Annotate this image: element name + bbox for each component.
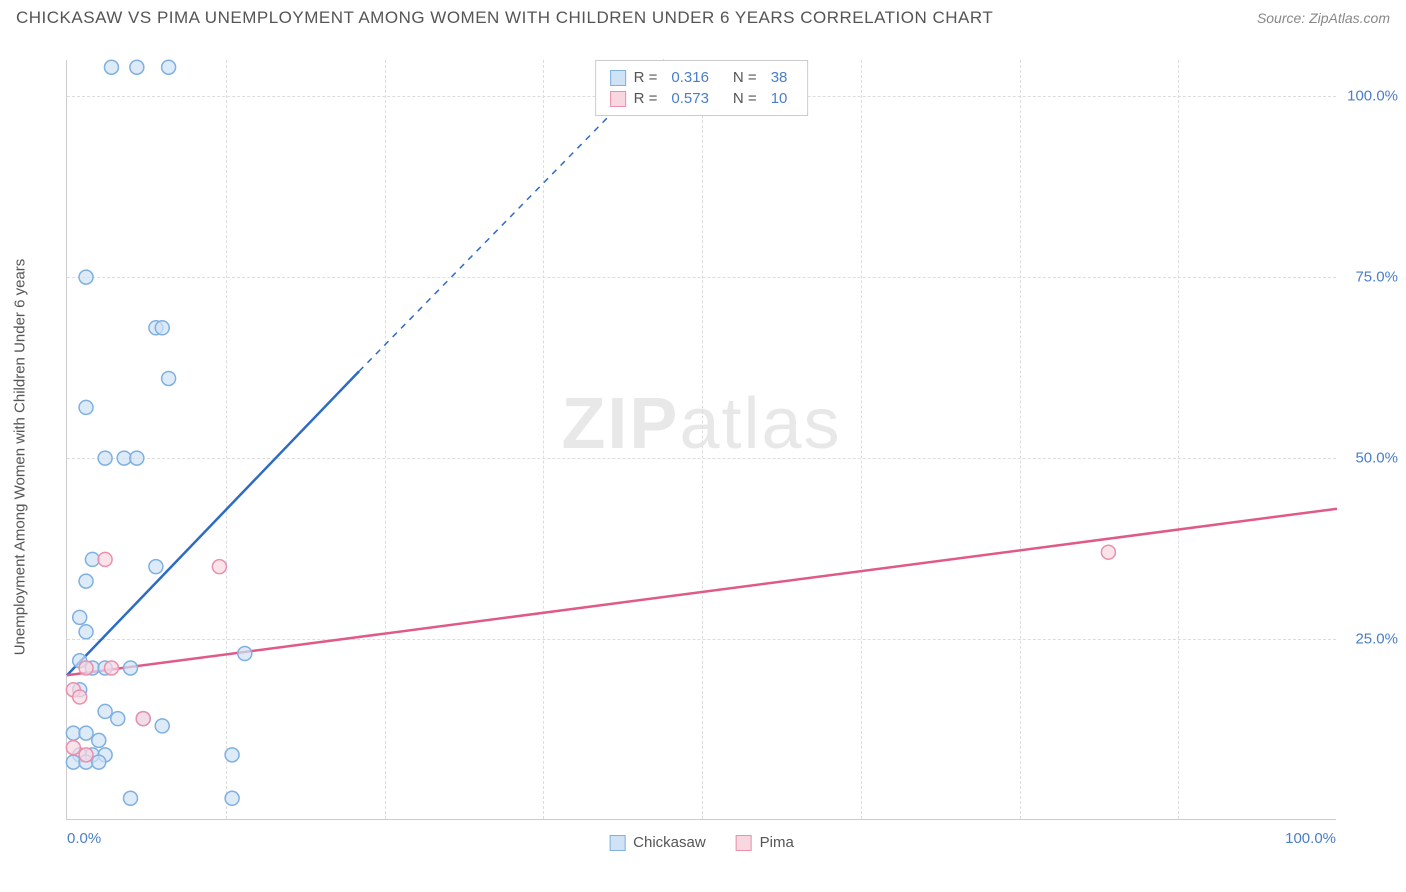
data-point-chickasaw (79, 574, 93, 588)
data-point-chickasaw (66, 755, 80, 769)
data-point-pima (98, 552, 112, 566)
data-point-chickasaw (104, 60, 118, 74)
y-tick-label: 25.0% (1355, 631, 1398, 648)
data-point-pima (104, 661, 118, 675)
stats-row: R = 0.316 N = 38 (610, 67, 794, 88)
data-point-chickasaw (85, 552, 99, 566)
y-axis-label: Unemployment Among Women with Children U… (12, 259, 29, 656)
trend-line-pima (67, 509, 1337, 675)
data-point-chickasaw (98, 704, 112, 718)
scatter-plot (67, 60, 1336, 819)
header: CHICKASAW VS PIMA UNEMPLOYMENT AMONG WOM… (0, 0, 1406, 32)
data-point-pima (136, 712, 150, 726)
data-point-chickasaw (79, 270, 93, 284)
data-point-chickasaw (162, 60, 176, 74)
chart-title: CHICKASAW VS PIMA UNEMPLOYMENT AMONG WOM… (16, 8, 993, 28)
data-point-chickasaw (162, 371, 176, 385)
data-point-chickasaw (130, 451, 144, 465)
data-point-chickasaw (225, 791, 239, 805)
legend-swatch (609, 835, 625, 851)
data-point-chickasaw (117, 451, 131, 465)
data-point-chickasaw (98, 451, 112, 465)
data-point-pima (79, 661, 93, 675)
n-value: 38 (771, 69, 788, 86)
source-label: Source: ZipAtlas.com (1257, 10, 1390, 26)
data-point-chickasaw (155, 719, 169, 733)
legend-item: Pima (736, 834, 794, 851)
data-point-chickasaw (79, 400, 93, 414)
data-point-chickasaw (130, 60, 144, 74)
data-point-pima (66, 741, 80, 755)
legend-swatch (610, 70, 626, 86)
chart-container: Unemployment Among Women with Children U… (48, 42, 1388, 872)
legend-swatch (610, 91, 626, 107)
data-point-chickasaw (73, 610, 87, 624)
n-value: 10 (771, 90, 788, 107)
data-point-chickasaw (124, 791, 138, 805)
data-point-pima (212, 560, 226, 574)
plot-area: ZIPatlas 25.0%50.0%75.0%100.0% R =0.316N… (66, 60, 1336, 820)
data-point-chickasaw (79, 625, 93, 639)
data-point-chickasaw (124, 661, 138, 675)
data-point-pima (73, 690, 87, 704)
r-label: R = (634, 90, 658, 107)
x-tick-min: 0.0% (67, 830, 101, 847)
data-point-chickasaw (155, 321, 169, 335)
data-point-chickasaw (111, 712, 125, 726)
y-tick-label: 50.0% (1355, 450, 1398, 467)
r-label: R = (634, 69, 658, 86)
n-label: N = (733, 69, 757, 86)
legend-label: Chickasaw (633, 834, 706, 851)
data-point-chickasaw (66, 726, 80, 740)
y-tick-label: 75.0% (1355, 269, 1398, 286)
stats-row: R = 0.573 N = 10 (610, 88, 794, 109)
data-point-chickasaw (92, 755, 106, 769)
r-value: 0.573 (671, 90, 709, 107)
trend-line-chickasaw (67, 371, 359, 675)
data-point-chickasaw (79, 726, 93, 740)
n-label: N = (733, 90, 757, 107)
bottom-legend: Chickasaw Pima (609, 834, 794, 851)
legend-label: Pima (760, 834, 794, 851)
data-point-chickasaw (92, 733, 106, 747)
stats-box: R = 0.316 N = 38 R = 0.573 N = 10 (595, 60, 809, 116)
data-point-pima (1101, 545, 1115, 559)
legend-item: Chickasaw (609, 834, 706, 851)
data-point-pima (79, 748, 93, 762)
legend-swatch (736, 835, 752, 851)
y-tick-label: 100.0% (1347, 88, 1398, 105)
data-point-chickasaw (225, 748, 239, 762)
data-point-chickasaw (238, 647, 252, 661)
x-tick-max: 100.0% (1285, 830, 1336, 847)
r-value: 0.316 (671, 69, 709, 86)
data-point-chickasaw (149, 560, 163, 574)
